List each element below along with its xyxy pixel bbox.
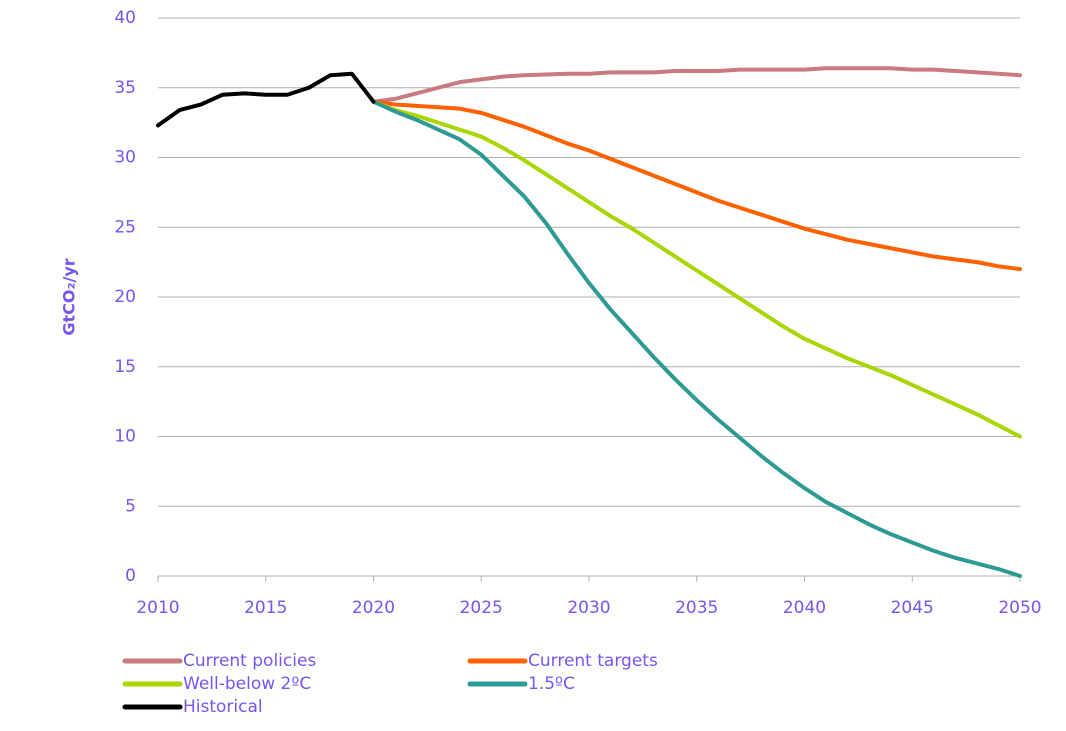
x-tick-label: 2035 — [675, 598, 718, 618]
x-tick-label: 2050 — [998, 598, 1041, 618]
legend-label: Well-below 2ºC — [183, 674, 311, 694]
series-line — [371, 99, 1022, 272]
x-tick-label: 2010 — [136, 598, 179, 618]
x-tick-label: 2025 — [460, 598, 503, 618]
y-tick-label: 20 — [114, 287, 136, 307]
y-tick-label: 5 — [125, 496, 136, 516]
y-tick-label: 10 — [114, 427, 136, 447]
x-tick-label: 2020 — [352, 598, 395, 618]
x-tick-label: 2015 — [244, 598, 287, 618]
y-tick-label: 40 — [114, 8, 136, 28]
y-tick-label: 30 — [114, 148, 136, 168]
y-tick-label: 35 — [114, 78, 136, 98]
y-tick-label: 0 — [125, 566, 136, 586]
series-line — [156, 71, 376, 128]
x-tick-label: 2030 — [567, 598, 610, 618]
legend-label: Current policies — [183, 651, 316, 671]
x-tick-label: 2045 — [891, 598, 934, 618]
x-tick-label: 2040 — [783, 598, 826, 618]
legend-label: Current targets — [528, 651, 658, 671]
y-tick-label: 25 — [114, 217, 136, 237]
legend-label: 1.5ºC — [528, 674, 575, 694]
series-line — [371, 66, 1022, 104]
y-tick-label: 15 — [114, 357, 136, 377]
series-line — [371, 99, 1022, 439]
y-axis-label: GtCO₂/yr — [60, 258, 79, 335]
series-line — [371, 99, 1022, 578]
legend-label: Historical — [183, 697, 263, 717]
